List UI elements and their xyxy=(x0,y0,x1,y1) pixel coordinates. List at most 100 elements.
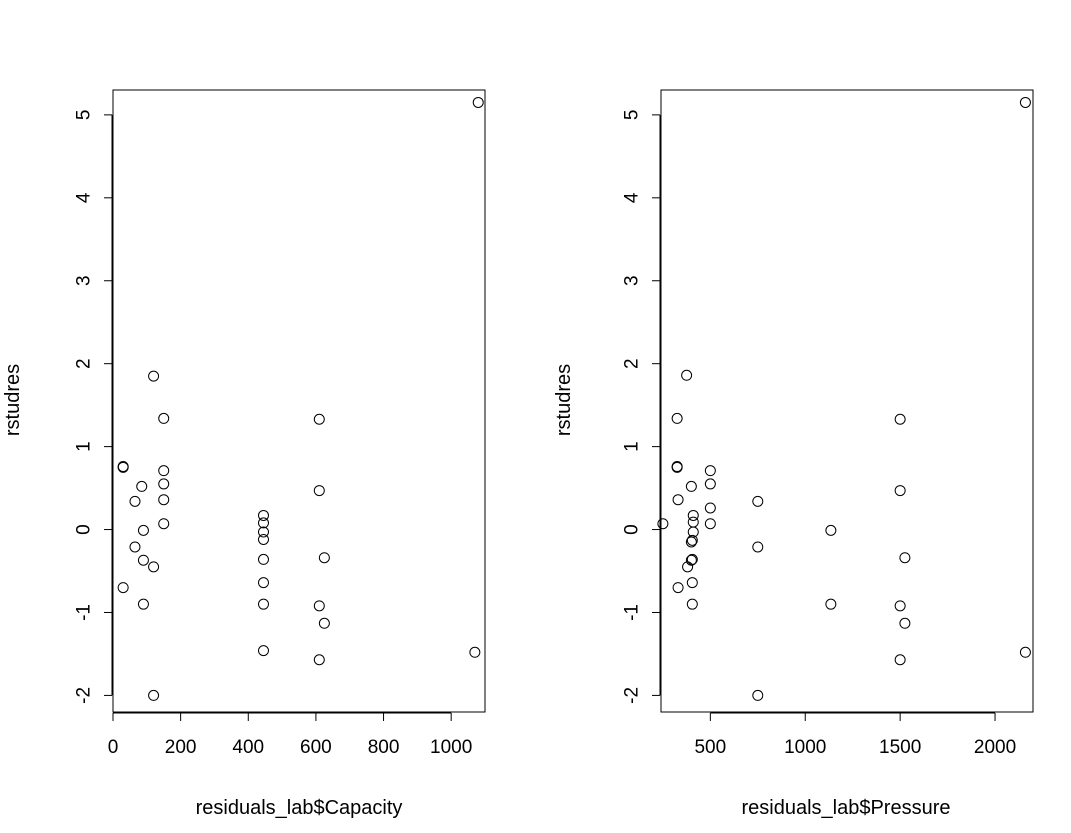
data-point xyxy=(672,494,684,506)
data-point xyxy=(672,582,684,594)
data-point xyxy=(158,494,170,506)
data-points xyxy=(657,96,1031,701)
y-tick-label: 5 xyxy=(622,110,643,121)
data-point xyxy=(158,518,170,530)
data-point xyxy=(313,600,325,612)
data-point xyxy=(318,552,330,564)
data-point xyxy=(257,517,269,529)
y-tick-label: 1 xyxy=(74,441,95,452)
y-tick-label: 4 xyxy=(622,192,643,203)
y-tick-label: 0 xyxy=(74,524,95,535)
y-tick-label: 3 xyxy=(622,275,643,286)
data-point xyxy=(318,617,330,629)
data-point xyxy=(313,654,325,666)
data-point xyxy=(825,524,837,536)
x-axis-title: residuals_lab$Pressure xyxy=(741,797,950,819)
y-axis: -2 -1 0 1 2 3 4 5 xyxy=(74,110,113,704)
y-tick-label: -1 xyxy=(74,604,95,621)
data-point xyxy=(257,533,269,545)
data-point xyxy=(681,369,693,381)
data-point xyxy=(1019,646,1031,658)
data-point xyxy=(137,598,149,610)
data-point xyxy=(686,577,698,589)
y-tick-label: 2 xyxy=(74,358,95,369)
data-point xyxy=(1019,96,1031,108)
data-point xyxy=(894,600,906,612)
data-point xyxy=(687,509,699,521)
data-point xyxy=(685,554,697,566)
y-tick-label: 1 xyxy=(622,441,643,452)
data-point xyxy=(469,646,481,658)
data-point xyxy=(704,478,716,490)
data-point xyxy=(257,645,269,657)
plot-box xyxy=(112,89,486,713)
x-tick-label: 0 xyxy=(108,737,119,758)
data-point xyxy=(752,689,764,701)
data-point xyxy=(472,96,484,108)
data-point xyxy=(148,561,160,573)
plot-box xyxy=(660,89,1034,713)
data-point xyxy=(257,577,269,589)
data-point xyxy=(899,552,911,564)
y-tick-label: 2 xyxy=(622,358,643,369)
data-point xyxy=(137,554,149,566)
data-point xyxy=(894,654,906,666)
data-point xyxy=(686,553,698,565)
data-point xyxy=(129,541,141,553)
data-point xyxy=(671,412,683,424)
x-tick-label: 600 xyxy=(300,737,332,758)
data-point xyxy=(257,553,269,565)
data-point xyxy=(704,518,716,530)
y-tick-label: 5 xyxy=(74,110,95,121)
y-tick-label: 0 xyxy=(622,524,643,535)
data-point xyxy=(899,617,911,629)
data-point xyxy=(136,480,148,492)
data-point xyxy=(148,689,160,701)
data-point xyxy=(752,541,764,553)
data-point xyxy=(117,582,129,594)
data-point xyxy=(257,598,269,610)
y-tick-label: -2 xyxy=(622,687,643,704)
x-tick-label: 1000 xyxy=(430,737,472,758)
x-tick-label: 800 xyxy=(368,737,400,758)
data-point xyxy=(704,465,716,477)
data-point xyxy=(313,413,325,425)
data-point xyxy=(686,598,698,610)
pressure-scatter-panel: 500 1000 1500 2000 -2 -1 0 1 2 3 4 5 residuals_lab… xyxy=(553,89,1034,819)
x-tick-label: 500 xyxy=(694,737,726,758)
data-point xyxy=(686,534,698,546)
data-point xyxy=(148,370,160,382)
x-tick-label: 1500 xyxy=(879,737,921,758)
data-point xyxy=(894,413,906,425)
x-tick-label: 200 xyxy=(165,737,197,758)
data-point xyxy=(685,480,697,492)
data-point xyxy=(158,465,170,477)
y-axis-title: rstudres xyxy=(553,364,575,436)
data-points xyxy=(117,96,484,701)
data-point xyxy=(129,495,141,507)
x-axis: 0 200 400 600 800 1000 xyxy=(108,712,472,758)
data-point xyxy=(752,495,764,507)
y-axis: -2 -1 0 1 2 3 4 5 xyxy=(622,110,661,704)
data-point xyxy=(825,598,837,610)
data-point xyxy=(137,524,149,536)
data-point xyxy=(158,412,170,424)
data-point xyxy=(671,461,683,473)
x-axis: 500 1000 1500 2000 xyxy=(694,712,1016,758)
data-point xyxy=(704,502,716,514)
y-axis-title: rstudres xyxy=(2,364,24,436)
data-point xyxy=(894,485,906,497)
x-tick-label: 400 xyxy=(232,737,264,758)
data-point xyxy=(158,478,170,490)
x-tick-label: 1000 xyxy=(784,737,826,758)
data-point xyxy=(257,526,269,538)
data-point xyxy=(687,526,699,538)
y-tick-label: 4 xyxy=(74,192,95,203)
data-point xyxy=(257,509,269,521)
x-tick-label: 2000 xyxy=(974,737,1016,758)
data-point xyxy=(117,461,129,473)
data-point xyxy=(657,518,669,530)
data-point xyxy=(313,485,325,497)
capacity-scatter-panel: 0 200 400 600 800 1000 -2 -1 0 1 2 3 4 5 residuals_l… xyxy=(2,89,486,819)
